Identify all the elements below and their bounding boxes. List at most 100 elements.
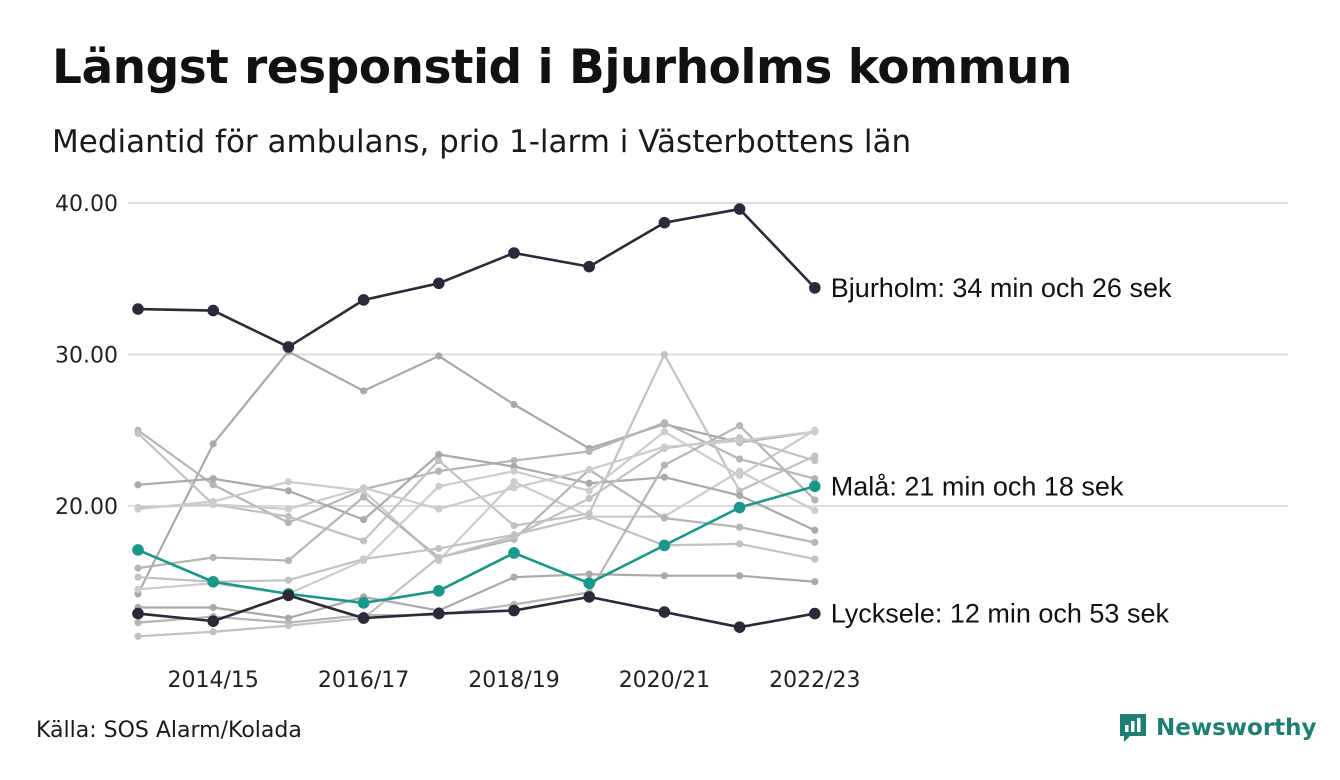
background-series-line <box>137 353 816 542</box>
y-axis-ticks: 40.00 30.00 20.00 <box>55 192 118 520</box>
background-series-point <box>736 422 744 430</box>
highlight-series-line <box>137 594 816 629</box>
highlight-series <box>132 203 821 353</box>
highlight-series-point <box>357 597 370 609</box>
background-series-point <box>585 466 593 474</box>
highlight-series-point <box>583 260 595 273</box>
series-end-label: Malå: 21 min och 18 sek <box>831 471 1124 501</box>
background-series-point <box>510 400 518 409</box>
highlight-series-point <box>433 277 445 290</box>
highlight-series-point <box>583 591 595 603</box>
highlight-series <box>132 589 821 633</box>
background-series-point <box>811 456 819 465</box>
background-series-point <box>736 572 744 580</box>
background-series-point <box>585 479 593 487</box>
background-series-point <box>435 482 443 490</box>
highlight-series-point <box>658 539 671 552</box>
background-series-point <box>134 573 142 581</box>
background-series-point <box>284 519 292 527</box>
highlight-series-point <box>357 612 370 624</box>
background-series-point <box>134 564 142 572</box>
background-series-line <box>137 350 815 595</box>
background-series-point <box>660 419 669 427</box>
background-series-point <box>435 352 443 360</box>
background-series <box>134 419 819 527</box>
highlight-series-point <box>433 607 445 620</box>
line-chart: 40.00 30.00 20.00 2014/15 2016/17 2018/19 202… <box>55 192 1288 693</box>
background-series-point <box>660 514 669 522</box>
background-series-point <box>435 544 443 553</box>
background-series-point <box>736 540 744 548</box>
highlight-series-point <box>132 544 144 556</box>
background-series-point <box>134 585 142 593</box>
background-series-point <box>209 603 217 612</box>
highlight-series-point <box>508 547 520 559</box>
background-series-point <box>284 513 292 521</box>
highlight-series-point <box>583 577 595 590</box>
background-series-point <box>736 455 744 463</box>
background-series-line <box>137 468 816 570</box>
background-series-point <box>134 632 142 640</box>
background-series-point <box>585 494 593 503</box>
background-series-point <box>435 553 443 562</box>
background-series-point <box>736 472 744 480</box>
highlight-series-point <box>658 606 671 618</box>
series-end-label: Bjurholm: 34 min och 26 sek <box>831 273 1172 303</box>
background-series-point <box>209 481 217 489</box>
background-series-line <box>137 421 816 524</box>
highlight-series-point <box>733 501 746 514</box>
highlight-series-line <box>137 485 816 605</box>
background-series-point <box>284 576 292 584</box>
background-series-point <box>435 505 443 513</box>
highlighted-series <box>132 203 821 633</box>
background-series-point <box>134 619 142 627</box>
highlight-series-point <box>207 575 219 588</box>
background-series-point <box>660 428 669 436</box>
background-series-line <box>137 515 816 583</box>
background-series-point <box>360 493 368 501</box>
background-series-point <box>209 553 217 562</box>
background-series-point <box>510 573 518 581</box>
background-series <box>134 347 819 598</box>
highlight-series-point <box>357 294 370 306</box>
series-end-label: Lycksele: 12 min och 53 sek <box>831 599 1170 629</box>
background-series-point <box>284 487 292 495</box>
highlight-series-point <box>282 589 295 602</box>
highlight-series-point <box>132 607 144 620</box>
background-series-point <box>510 522 518 530</box>
background-series-line <box>137 430 815 511</box>
background-series-point <box>360 484 368 492</box>
highlight-series-line <box>137 207 816 349</box>
background-series-point <box>435 456 443 465</box>
y-tick-label: 20.00 <box>55 495 118 520</box>
background-series-line <box>137 429 816 595</box>
background-series-point <box>510 532 518 540</box>
highlight-series-point <box>733 203 746 215</box>
highlight-series-point <box>658 216 671 229</box>
highlight-series-point <box>809 282 821 294</box>
background-series-point <box>811 538 819 546</box>
x-tick-label: 2018/19 <box>468 668 559 693</box>
background-series-point <box>510 467 518 475</box>
background-series-point <box>510 478 518 486</box>
y-tick-label: 40.00 <box>55 192 118 217</box>
x-tick-label: 2020/21 <box>619 668 710 693</box>
background-series-point <box>134 429 142 437</box>
background-series-point <box>360 387 368 395</box>
background-series-point <box>209 440 217 448</box>
background-series-point <box>811 428 819 436</box>
background-series-point <box>435 450 443 459</box>
background-series-point <box>360 537 368 545</box>
background-series-point <box>585 447 593 456</box>
x-axis-ticks: 2014/15 2016/17 2018/19 2020/21 2022/23 <box>167 668 860 693</box>
background-series-point <box>660 572 669 580</box>
background-series-point <box>660 443 669 451</box>
grid-lines <box>128 202 1288 507</box>
background-series-point <box>660 473 669 481</box>
background-series-point <box>134 481 142 489</box>
background-series-point <box>811 578 819 586</box>
highlight-series-point <box>207 615 219 627</box>
background-series-line <box>137 424 816 624</box>
background-series-point <box>736 437 744 445</box>
background-series-point <box>736 491 744 499</box>
